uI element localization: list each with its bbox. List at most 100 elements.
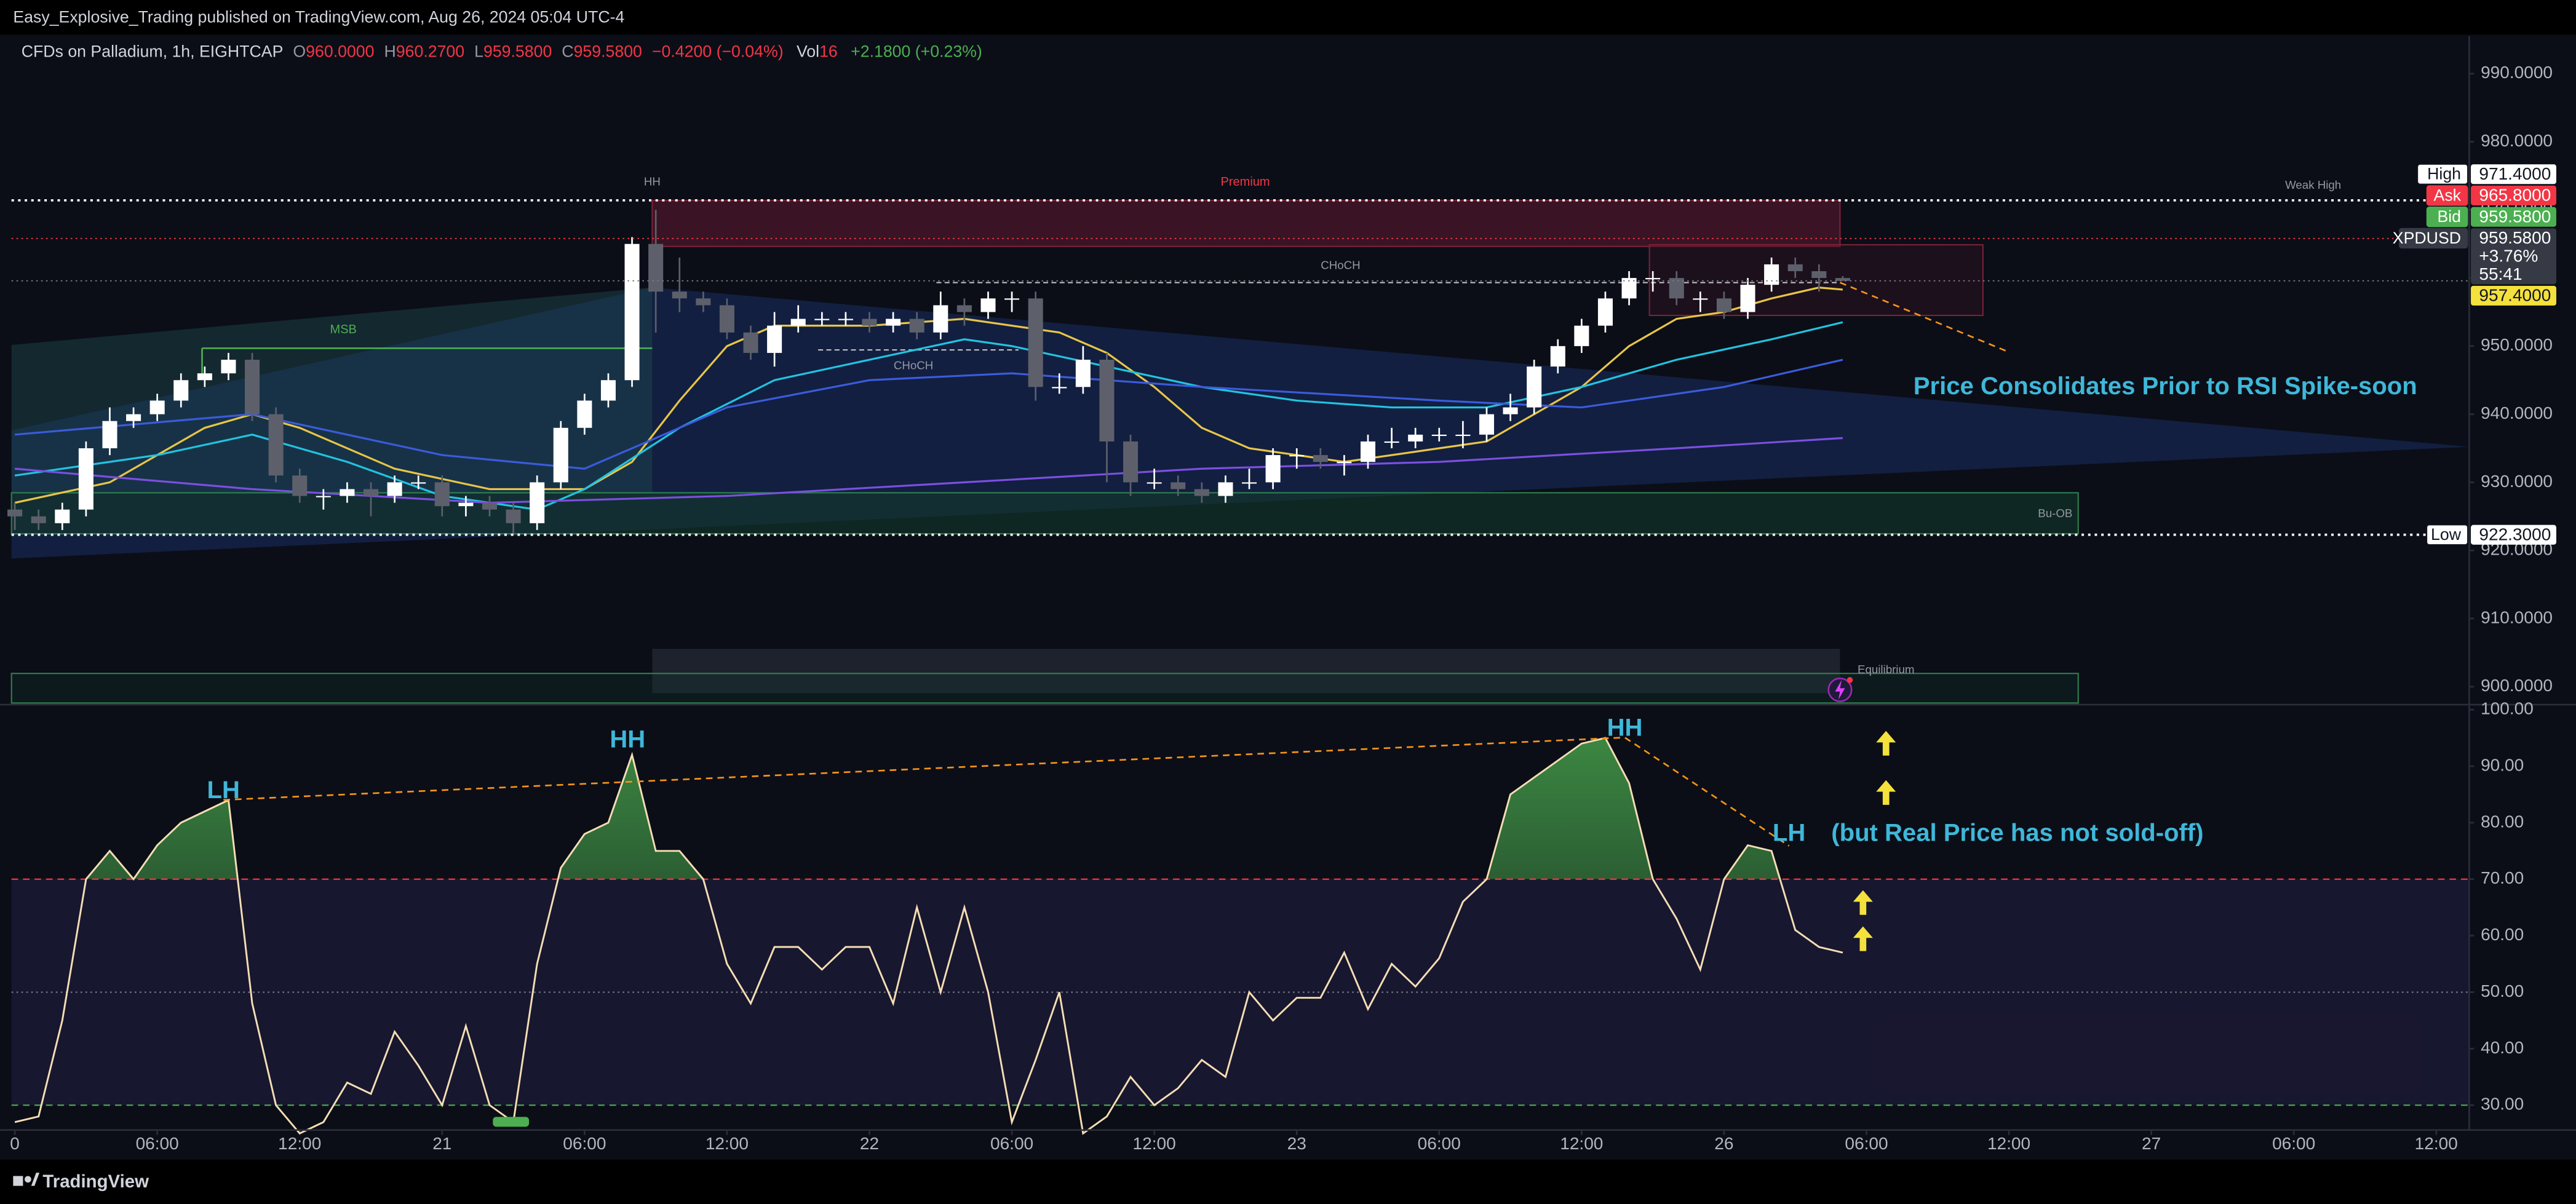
candle-body [1123, 441, 1139, 483]
price-tag-label-box [2426, 206, 2468, 228]
legend-label: Vol [797, 42, 819, 61]
candle-body [292, 475, 308, 496]
overbought-fill [85, 738, 1780, 879]
candle-body [31, 516, 46, 523]
x-tick-label: 12:00 [1987, 1134, 2030, 1153]
candle-body [78, 448, 93, 510]
candle-body [1265, 455, 1281, 483]
candle-body [719, 305, 734, 333]
y-tick-label: 30.00 [2481, 1095, 2524, 1114]
price-tag-value: 957.4000 [2479, 286, 2551, 305]
y-tick-label: 80.00 [2481, 812, 2524, 831]
equilibrium-zone [652, 649, 1840, 694]
annotation: Bu-OB [2038, 507, 2072, 520]
candle-body [1787, 264, 1803, 272]
discount-zone [10, 673, 2079, 704]
y-tick-label: 70.00 [2481, 868, 2524, 887]
x-tick-label: 06:00 [2272, 1134, 2315, 1153]
rsi-annotation: LH [1773, 820, 1805, 847]
price-tag-label-box [2398, 228, 2468, 249]
price-tag-value: 959.5800 [2479, 207, 2551, 226]
candle-body [1337, 462, 1352, 464]
y-tick-label: 990.0000 [2481, 63, 2553, 82]
legend-value: 960.2700 [396, 42, 464, 61]
candle-body [1075, 360, 1091, 387]
candle-body [268, 414, 284, 476]
price-tag-label-box [2417, 164, 2468, 184]
candle-body [1147, 482, 1162, 484]
y-tick-label: 40.00 [2481, 1038, 2524, 1057]
rsi-annotation: HH [1607, 715, 1643, 742]
rsi-callout: (but Real Price has not sold-off) [1831, 820, 2203, 847]
annotation: HH [644, 175, 661, 188]
candle-body [1171, 482, 1186, 489]
candle-body [482, 502, 498, 510]
price-tag-label-box [2426, 524, 2468, 545]
candle-body [980, 298, 996, 312]
candle-body [1835, 278, 1850, 281]
candle-body [1455, 434, 1471, 436]
candle-body [1384, 441, 1399, 443]
candle-body [767, 325, 782, 353]
candle-body [672, 291, 687, 299]
legend-label: L [474, 42, 483, 61]
legend-value: 16 [819, 42, 838, 61]
signal-marker [493, 1117, 530, 1127]
candle-body [624, 244, 640, 381]
price-tag [2471, 285, 2556, 306]
candle-body [1645, 278, 1661, 280]
price-pane: 900.0000910.0000920.0000930.0000940.0000… [7, 63, 2556, 695]
candle-body [1052, 387, 1067, 389]
legend-value: 960.0000 [306, 42, 374, 61]
candle-body [1408, 434, 1423, 442]
alert-icon [1827, 677, 1853, 702]
msb-zone [11, 287, 653, 493]
rsi-line [14, 737, 1843, 1135]
y-tick-label: 980.0000 [2481, 131, 2553, 150]
candle-body [1194, 489, 1209, 496]
candle-body [648, 244, 664, 292]
candle-body [1099, 360, 1115, 442]
price-tag-label: High [2427, 165, 2461, 183]
candle-body [838, 319, 853, 320]
price-tag-extra: +3.76% [2479, 247, 2538, 266]
candle-body [1218, 482, 1233, 496]
candle-body [1693, 298, 1708, 300]
tv-logo [13, 1173, 40, 1186]
legend-label: C [562, 42, 573, 61]
annotation: Premium [1221, 175, 1270, 189]
price-tag [2471, 164, 2556, 184]
candle-body [553, 427, 568, 483]
moving-average [14, 358, 1843, 470]
y-tick-label: 910.0000 [2481, 608, 2553, 627]
price-tag-value: 959.5800 [2479, 228, 2551, 247]
x-tick-label: 06:00 [563, 1134, 606, 1153]
x-tick-label: 23 [1287, 1134, 1306, 1153]
bullish-ob [10, 492, 2079, 535]
candle-body [956, 305, 972, 312]
moving-average [14, 286, 1843, 504]
footer-bar [0, 1159, 2576, 1204]
price-tag-value: 965.8000 [2479, 186, 2551, 205]
candle-body [506, 509, 521, 523]
symbol: CFDs on Palladium, 1h, EIGHTCAP [22, 42, 284, 61]
up-arrows [1853, 731, 1896, 951]
y-tick-label: 100.00 [2481, 699, 2534, 718]
candle-body [434, 482, 450, 507]
candle-body [1716, 298, 1731, 312]
x-tick-label: 06:00 [136, 1134, 179, 1153]
price-tag-value: 922.3000 [2479, 525, 2551, 544]
candle-body [387, 482, 402, 496]
y-tick-label: 50.00 [2481, 981, 2524, 1000]
price-tag-extra: 55:41 [2479, 264, 2522, 283]
candle-body [1004, 298, 1020, 300]
candle-body [743, 332, 758, 353]
x-tick-label: 26 [1714, 1134, 1733, 1153]
annotation: Equilibrium [1858, 663, 1914, 676]
candle-body [221, 360, 236, 374]
candle-body [1503, 407, 1518, 414]
price-tag [2471, 525, 2556, 545]
y-tick-label: 60.00 [2481, 925, 2524, 944]
y-tick-label: 950.0000 [2481, 335, 2553, 354]
